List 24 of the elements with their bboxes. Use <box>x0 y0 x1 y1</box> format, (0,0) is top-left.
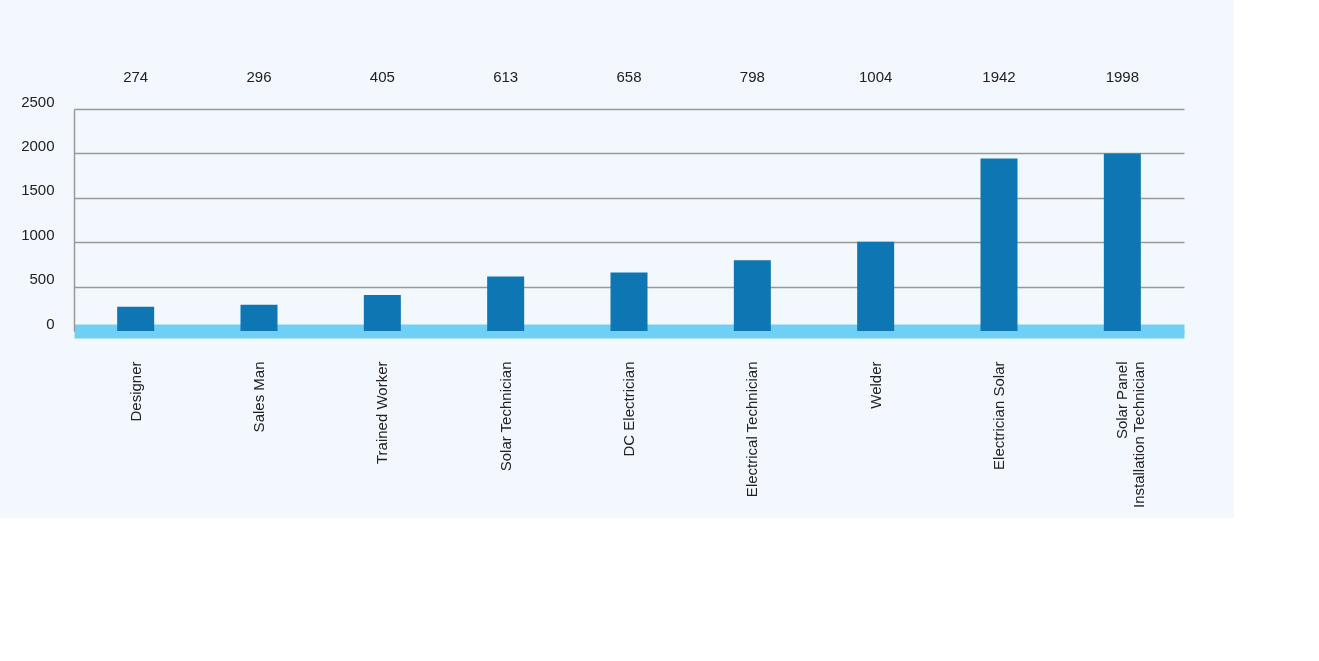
x-tick-label: Designer <box>126 361 144 422</box>
data-label: 1998 <box>1105 68 1140 85</box>
x-tick-label: Solar Panel Installation Technician <box>1113 361 1148 508</box>
x-tick-label: Welder <box>866 361 884 409</box>
x-tick-label: DC Electrician <box>620 361 637 457</box>
x-tick-label: Electrical Technician <box>743 361 761 498</box>
data-label: 296 <box>246 68 272 85</box>
x-tick-label: Trained Worker <box>373 361 391 465</box>
data-label: 1942 <box>982 68 1016 85</box>
x-tick-label: Electrician Solar <box>990 361 1007 470</box>
data-label: 274 <box>123 68 149 85</box>
y-tick-label: 1000 <box>21 225 55 243</box>
data-label: 658 <box>616 68 642 85</box>
data-label: 405 <box>369 68 395 85</box>
y-tick-label: 2000 <box>21 136 55 154</box>
y-tick-label: 0 <box>46 314 55 332</box>
y-tick-label: 2500 <box>21 92 55 110</box>
data-label: 798 <box>739 68 765 85</box>
data-label: 613 <box>493 68 519 85</box>
y-tick-label: 500 <box>29 270 55 288</box>
data-label: 1004 <box>858 68 893 85</box>
y-tick-label: 1500 <box>21 181 55 199</box>
x-tick-label: Solar Technician <box>496 361 514 472</box>
x-tick-label: Sales Man <box>250 361 267 433</box>
